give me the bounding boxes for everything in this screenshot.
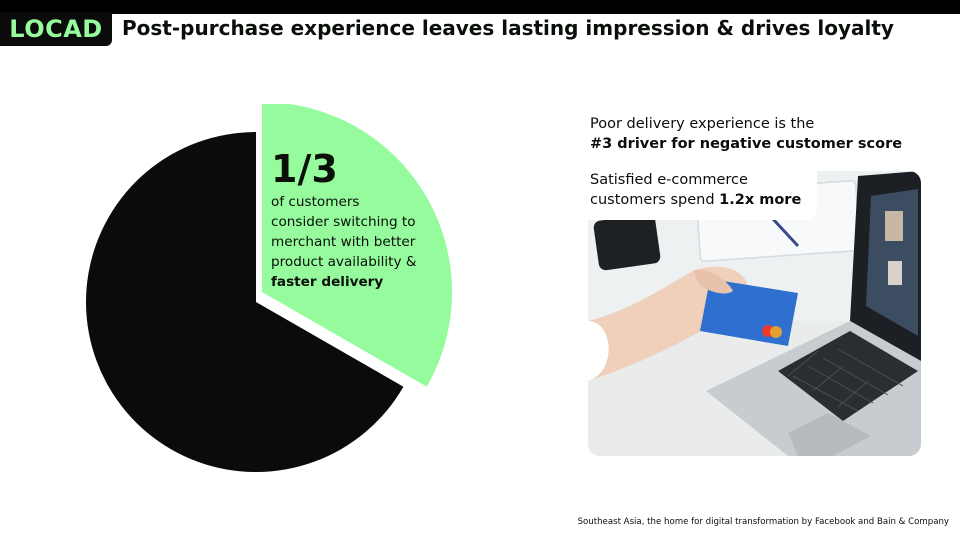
stat-description-line: merchant with better <box>271 234 416 250</box>
spend-stat: Satisfied e-commerce customers spend 1.2… <box>583 166 818 220</box>
spend-stat-bold: 1.2x more <box>719 192 802 208</box>
delivery-stat-bold: #3 driver for negative customer score <box>590 136 903 152</box>
pie-slice-highlight <box>262 104 452 387</box>
pie-annotation: 1/3 of customers consider switching to m… <box>271 148 451 292</box>
top-bar <box>0 0 960 14</box>
logo-text: LOCAD <box>9 15 103 43</box>
source-citation: Southeast Asia, the home for digital tra… <box>577 517 949 527</box>
delivery-stat-line: Poor delivery experience is the <box>590 116 815 132</box>
pie-chart <box>86 104 452 472</box>
stat-description-line: of customers <box>271 194 360 210</box>
stat-description: of customers consider switching to merch… <box>271 192 451 292</box>
stat-description-bold: faster delivery <box>271 274 384 290</box>
stat-description-line: consider switching to <box>271 214 416 230</box>
logo: LOCAD <box>0 12 112 46</box>
delivery-stat: Poor delivery experience is the #3 drive… <box>590 114 902 154</box>
spend-stat-line: Satisfied e-commerce <box>590 172 748 188</box>
pie-slice-rest <box>86 132 404 472</box>
spend-stat-line2: customers spend 1.2x more <box>590 190 801 210</box>
stat-description-line: product availability & <box>271 254 417 270</box>
stat-fraction: 1/3 <box>271 147 338 191</box>
slide-title: Post-purchase experience leaves lasting … <box>122 16 894 40</box>
spend-stat-text: customers spend <box>590 192 720 208</box>
